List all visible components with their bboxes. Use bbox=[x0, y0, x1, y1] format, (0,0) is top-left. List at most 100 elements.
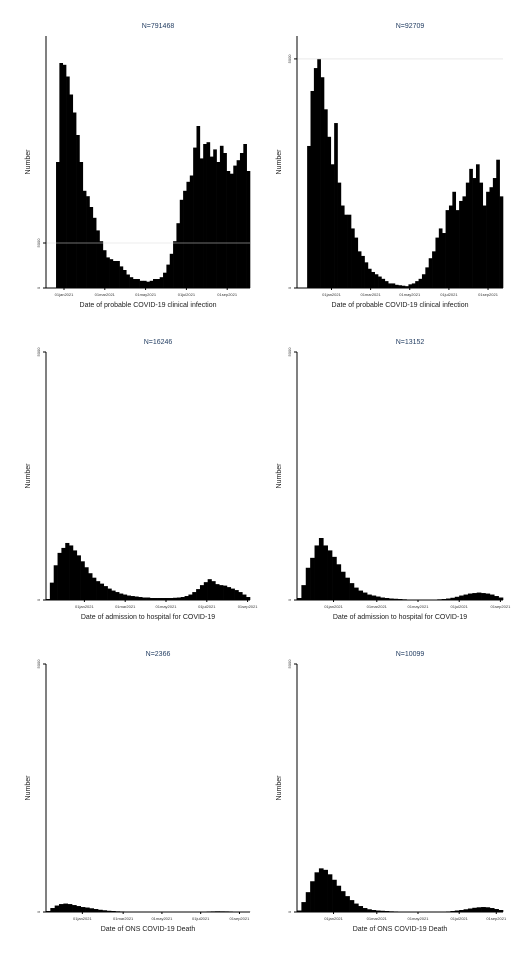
x-tick-label: 01sep2021 bbox=[230, 916, 251, 921]
histogram-bar bbox=[489, 908, 495, 912]
histogram-bar bbox=[226, 587, 232, 600]
histogram-bar bbox=[156, 279, 161, 288]
histogram-bar bbox=[313, 68, 318, 288]
y-axis-label: Number bbox=[276, 149, 283, 175]
histogram-bar bbox=[79, 162, 84, 288]
histogram-bar bbox=[102, 910, 108, 912]
x-tick-label: 01may2021 bbox=[156, 604, 178, 609]
histogram-bar bbox=[442, 233, 446, 288]
histogram-bar bbox=[398, 285, 402, 288]
histogram-bar bbox=[153, 598, 158, 600]
histogram-bar bbox=[57, 552, 62, 600]
y-tick-labels: 0 5000 bbox=[287, 347, 297, 601]
histogram-bar bbox=[358, 906, 364, 912]
histogram-bar bbox=[472, 593, 478, 600]
histogram-bar bbox=[418, 278, 423, 288]
histogram-bar bbox=[481, 907, 486, 912]
histogram-bar bbox=[486, 191, 490, 288]
y-tick-labels: 0 5000 bbox=[36, 347, 46, 601]
histogram-bar bbox=[238, 592, 243, 600]
panel-title: N=92709 bbox=[396, 23, 425, 30]
histogram-bar bbox=[196, 126, 201, 288]
histogram-bar bbox=[496, 159, 500, 288]
histogram-bar bbox=[213, 149, 217, 288]
histogram-bar bbox=[353, 903, 359, 912]
histogram-bar bbox=[314, 545, 320, 600]
x-tick-label: 01mar2021 bbox=[115, 604, 136, 609]
y-axis-label: Number bbox=[25, 775, 32, 801]
histogram-bar bbox=[99, 241, 104, 288]
histogram-bar bbox=[340, 571, 346, 600]
histogram-bar bbox=[391, 283, 396, 288]
histogram-bar bbox=[452, 191, 457, 288]
histogram-bar bbox=[405, 286, 409, 288]
panel-ons-death-right: N=10099 Date of ONS COVID-19 Death Numbe… bbox=[276, 651, 507, 933]
histogram-bar bbox=[489, 594, 495, 600]
histogram-bar bbox=[463, 594, 469, 600]
x-axis-label: Date of ONS COVID-19 Death bbox=[101, 926, 196, 933]
y-tick-label: 5000 bbox=[36, 347, 41, 357]
histogram-bar bbox=[465, 182, 470, 288]
histogram-bar bbox=[111, 590, 116, 600]
histogram-bar bbox=[494, 596, 499, 600]
y-tick-label: 5000 bbox=[36, 238, 41, 248]
histogram-bar bbox=[234, 590, 239, 600]
histogram-bar bbox=[207, 579, 212, 600]
histogram-bar bbox=[317, 58, 321, 289]
histogram-bar bbox=[84, 567, 89, 600]
histogram-bar bbox=[215, 584, 220, 600]
x-tick-label: 01jul2021 bbox=[440, 292, 458, 297]
histogram-bar bbox=[389, 598, 394, 600]
y-tick-labels: 0 5000 bbox=[36, 659, 46, 913]
histogram-bar bbox=[176, 223, 181, 288]
x-tick-label: 01jan2021 bbox=[324, 916, 343, 921]
histogram-bar bbox=[53, 565, 58, 600]
histogram-bar bbox=[297, 598, 302, 600]
y-axis-label: Number bbox=[276, 775, 283, 801]
histogram-bar bbox=[307, 145, 311, 288]
histogram-bar bbox=[320, 77, 325, 289]
histogram-bar bbox=[330, 164, 335, 288]
histogram-bar bbox=[59, 904, 64, 912]
histogram-bar bbox=[216, 162, 221, 288]
histogram-bar bbox=[211, 581, 216, 600]
histogram-bar bbox=[318, 868, 324, 912]
x-tick-labels: 01jan2021 01mar2021 01may2021 01jul2021 01se… bbox=[73, 912, 250, 921]
histogram-bars bbox=[46, 903, 251, 912]
histogram-bar bbox=[180, 597, 185, 600]
panel-confirmed-infection-left: N=791468 Date of probable COVID-19 clini… bbox=[25, 23, 251, 309]
histogram-bar bbox=[106, 257, 110, 288]
histogram-bar bbox=[301, 585, 307, 600]
histogram-bar bbox=[153, 279, 157, 288]
x-tick-label: 01may2021 bbox=[135, 292, 157, 297]
histogram-bar bbox=[246, 597, 251, 600]
histogram-bar bbox=[345, 896, 350, 912]
histogram-bar bbox=[353, 587, 359, 600]
x-axis-label: Date of admission to hospital for COVID-… bbox=[81, 614, 215, 621]
panel-title: N=2366 bbox=[146, 651, 171, 658]
histogram-bar bbox=[345, 577, 350, 600]
x-tick-label: 01jan2021 bbox=[75, 604, 94, 609]
y-tick-label: 0 bbox=[287, 598, 292, 601]
histogram-bar bbox=[445, 210, 450, 288]
histogram-bar bbox=[163, 272, 167, 288]
histogram-bar bbox=[59, 63, 64, 288]
histogram-bar bbox=[378, 276, 382, 288]
histogram-bar bbox=[332, 879, 337, 912]
histogram-bar bbox=[229, 173, 234, 288]
histogram-bar bbox=[184, 596, 189, 600]
histogram-bar bbox=[435, 237, 440, 288]
histogram-bars bbox=[307, 58, 504, 289]
y-tick-label: 5000 bbox=[287, 54, 292, 64]
x-tick-label: 01may2021 bbox=[408, 916, 430, 921]
y-tick-label: 0 bbox=[36, 286, 41, 289]
histogram-bar bbox=[116, 261, 120, 288]
panel-hospital-admission-left: N=16246 Date of admission to hospital fo… bbox=[25, 339, 258, 621]
histogram-bar bbox=[157, 598, 162, 600]
histogram-bar bbox=[351, 228, 355, 288]
histogram-bar bbox=[371, 595, 377, 600]
histogram-bar bbox=[349, 583, 355, 600]
histogram-bar bbox=[384, 281, 389, 288]
histogram-bar bbox=[56, 162, 60, 288]
histogram-bar bbox=[92, 577, 97, 600]
